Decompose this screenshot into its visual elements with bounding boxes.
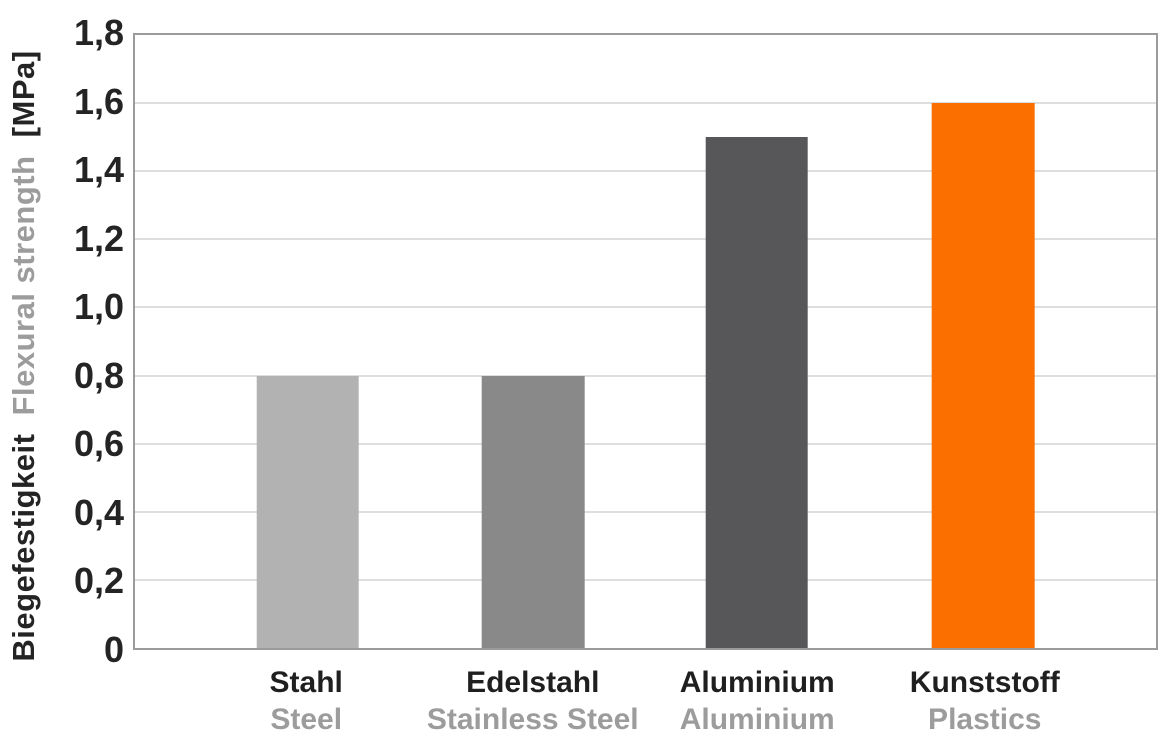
x-label-german: Stahl [269, 666, 343, 699]
y-tick-label: 0,2 [73, 560, 124, 602]
x-label-kunststoff: Kunststoff Plastics [910, 664, 1060, 738]
bar-aluminium [705, 137, 809, 648]
x-label-english: Steel [270, 703, 343, 736]
x-label-german: Edelstahl [466, 666, 600, 699]
x-label-english: Aluminium [679, 703, 835, 736]
y-tick-label: 1,2 [73, 217, 124, 259]
y-tick-label: 0 [103, 629, 124, 670]
gridline [135, 442, 1156, 445]
x-label-german: Kunststoff [909, 666, 1060, 699]
y-tick-label: 0,4 [73, 491, 124, 533]
x-label-english: Plastics [928, 703, 1042, 736]
bar-edelstahl [481, 375, 585, 648]
bar-stahl [256, 375, 359, 648]
gridline [135, 306, 1156, 309]
y-tick-label: 0,8 [73, 354, 124, 396]
y-axis-tick-labels: 1,8 1,6 1,4 1,2 1,0 0,8 0,6 0,4 0,2 0 [0, 15, 124, 668]
x-label-english: Stainless Steel [426, 703, 639, 736]
gridline [135, 238, 1156, 241]
gridline [135, 578, 1156, 581]
x-label-aluminium: Aluminium Aluminium [680, 664, 835, 738]
gridline [135, 170, 1156, 173]
y-tick-label: 1,0 [73, 286, 124, 328]
x-label-german: Aluminium [679, 666, 835, 699]
y-tick-label: 1,4 [73, 149, 124, 191]
bar-kunststoff [932, 103, 1035, 648]
y-tick-label: 1,8 [73, 12, 124, 53]
x-axis-category-labels: Stahl Steel Edelstahl Stainless Steel Alumin… [133, 664, 1158, 744]
gridline [135, 102, 1156, 105]
gridline [135, 510, 1156, 513]
x-label-edelstahl: Edelstahl Stainless Steel [427, 664, 639, 738]
plot-area [133, 33, 1158, 650]
gridline [135, 374, 1156, 377]
y-tick-label: 1,6 [73, 80, 124, 122]
x-label-stahl: Stahl Steel [270, 664, 343, 738]
y-tick-label: 0,6 [73, 423, 124, 465]
